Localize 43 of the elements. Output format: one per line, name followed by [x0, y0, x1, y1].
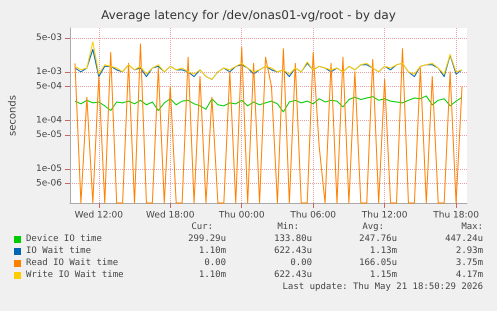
- x-tick-label: Thu 00:00: [218, 210, 265, 220]
- y-tick-label: 5e-05: [36, 130, 62, 140]
- text: 3.75m: [456, 258, 483, 269]
- text: 0.00: [290, 258, 312, 269]
- text: 299.29u: [188, 234, 226, 245]
- text: 1.15m: [370, 270, 397, 281]
- y-tick-label: 1e-03: [36, 66, 62, 77]
- text: 1.13m: [370, 246, 397, 257]
- text: Min:: [277, 222, 299, 233]
- text: 133.80u: [274, 234, 312, 245]
- line-series: [74, 41, 463, 80]
- y-tick-label: 5e-06: [36, 178, 62, 189]
- x-tick-label: Thu 12:00: [360, 210, 408, 220]
- line-series: [74, 95, 463, 112]
- text: Cur:: [191, 222, 213, 233]
- legend-label: Device IO time: [26, 234, 102, 245]
- legend-label: Read IO Wait time: [26, 258, 118, 269]
- text: 622.43u: [274, 246, 312, 257]
- text: 4.17m: [456, 270, 483, 281]
- text: 622.43u: [274, 270, 312, 281]
- line-series: [74, 43, 463, 204]
- text: 1.10m: [198, 270, 226, 281]
- text: Max:: [461, 222, 483, 233]
- text: Last update: Thu May 21 18:50:29 2026: [282, 282, 483, 293]
- text: 2.93m: [456, 246, 483, 257]
- x-tick-label: Wed 12:00: [74, 210, 124, 220]
- text: 1.10m: [198, 246, 226, 257]
- text: 447.24u: [445, 234, 483, 245]
- legend-label: Write IO Wait time: [26, 270, 124, 281]
- y-tick-label: 1e-05: [36, 164, 62, 174]
- x-tick-label: Wed 18:00: [146, 210, 195, 220]
- legend-label: IO Wait time: [26, 246, 92, 257]
- y-tick-label: 1e-04: [36, 115, 62, 126]
- text: Avg:: [362, 222, 384, 233]
- y-axis-title: seconds: [8, 95, 18, 136]
- chart-title: Average latency for /dev/onas01-vg/root - by day: [101, 8, 396, 22]
- text: 0.00: [204, 258, 226, 269]
- text: 166.05u: [359, 258, 397, 269]
- x-tick-label: Thu 18:00: [432, 210, 480, 220]
- text: 247.76u: [359, 234, 397, 245]
- y-tick-label: 5e-03: [36, 32, 62, 43]
- y-tick-label: 5e-04: [36, 82, 62, 92]
- x-tick-label: Thu 06:00: [289, 210, 336, 220]
